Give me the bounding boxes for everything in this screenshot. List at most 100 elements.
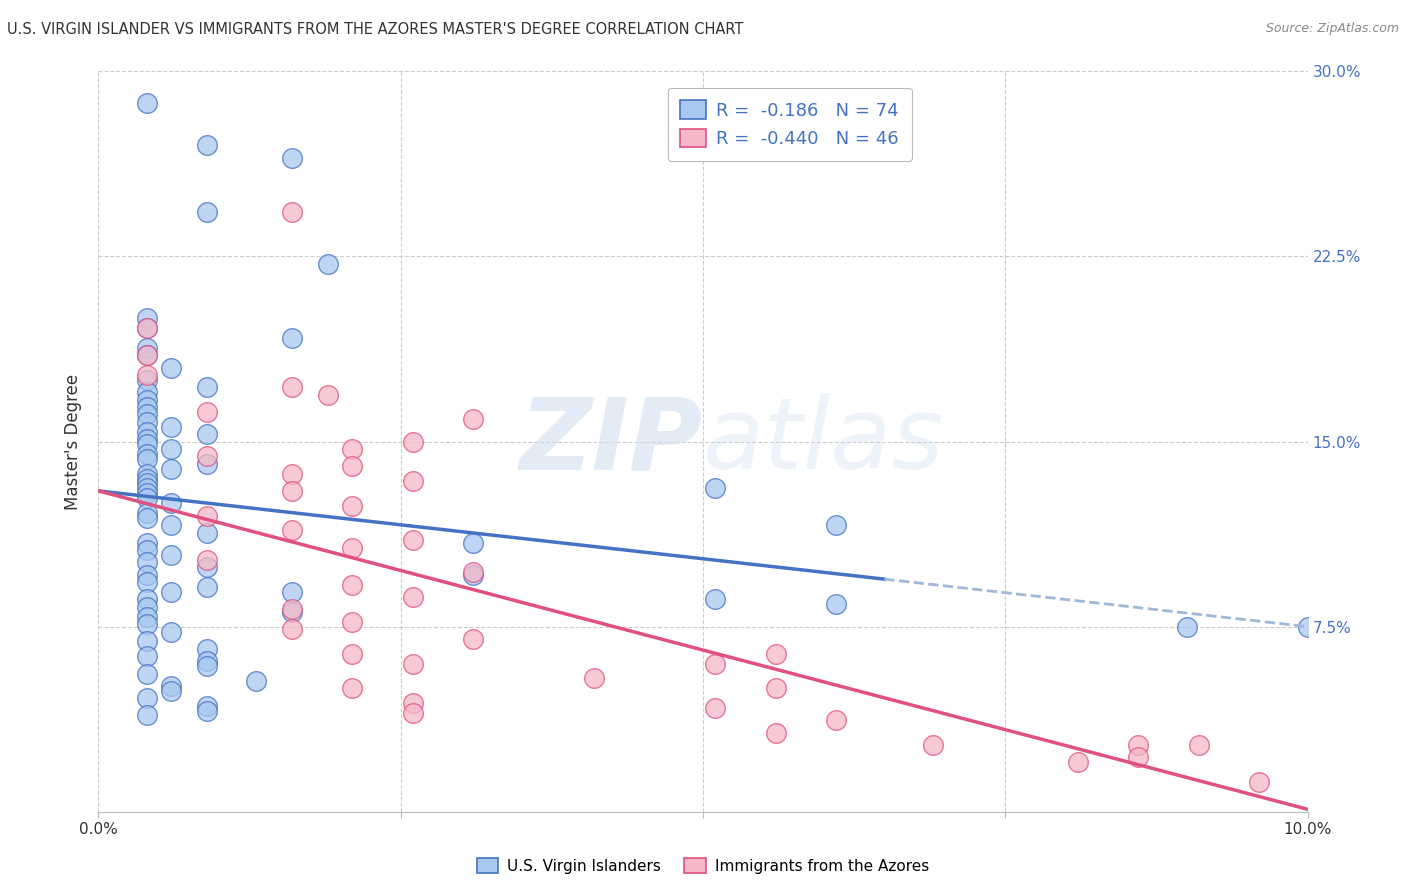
Point <box>1249 775 1271 789</box>
Point <box>281 524 304 538</box>
Point <box>281 331 304 345</box>
Point <box>1128 750 1150 764</box>
Point <box>135 415 157 429</box>
Point <box>765 681 787 696</box>
Point <box>135 575 157 590</box>
Point <box>704 592 727 607</box>
Point <box>195 427 218 442</box>
Text: atlas: atlas <box>703 393 945 490</box>
Point <box>342 442 364 456</box>
Point <box>160 624 183 639</box>
Legend: U.S. Virgin Islanders, Immigrants from the Azores: U.S. Virgin Islanders, Immigrants from t… <box>471 852 935 880</box>
Point <box>704 482 727 496</box>
Point <box>160 548 183 562</box>
Point <box>135 400 157 414</box>
Point <box>135 321 157 335</box>
Point <box>583 672 606 686</box>
Point <box>135 447 157 461</box>
Point <box>135 556 157 570</box>
Point <box>342 499 364 513</box>
Point <box>704 701 727 715</box>
Text: Source: ZipAtlas.com: Source: ZipAtlas.com <box>1265 22 1399 36</box>
Point <box>135 451 157 466</box>
Point <box>195 205 218 219</box>
Point <box>281 205 304 219</box>
Point <box>135 368 157 382</box>
Point <box>402 706 425 720</box>
Point <box>135 476 157 491</box>
Point <box>281 467 304 481</box>
Point <box>135 592 157 607</box>
Point <box>921 738 943 752</box>
Point <box>195 580 218 594</box>
Point <box>135 408 157 422</box>
Point <box>135 425 157 439</box>
Point <box>402 696 425 710</box>
Point <box>195 508 218 523</box>
Point <box>765 725 787 739</box>
Point <box>160 585 183 599</box>
Y-axis label: Master's Degree: Master's Degree <box>65 374 83 509</box>
Point <box>160 461 183 475</box>
Point <box>195 641 218 656</box>
Point <box>281 483 304 498</box>
Point <box>195 553 218 567</box>
Point <box>135 341 157 355</box>
Point <box>195 698 218 713</box>
Point <box>135 511 157 525</box>
Point <box>342 541 364 555</box>
Point <box>195 457 218 471</box>
Point <box>316 257 339 271</box>
Point <box>135 432 157 446</box>
Point <box>135 599 157 614</box>
Point <box>135 609 157 624</box>
Point <box>402 590 425 604</box>
Point <box>342 615 364 629</box>
Point <box>825 598 848 612</box>
Point <box>135 567 157 582</box>
Point <box>135 373 157 387</box>
Point <box>135 666 157 681</box>
Point <box>1175 619 1198 633</box>
Point <box>463 632 485 646</box>
Point <box>316 387 339 401</box>
Point <box>825 714 848 728</box>
Point <box>160 518 183 533</box>
Point <box>825 518 848 533</box>
Point <box>135 348 157 362</box>
Point <box>135 96 157 111</box>
Point <box>135 467 157 481</box>
Point <box>135 634 157 648</box>
Point <box>135 617 157 632</box>
Text: ZIP: ZIP <box>520 393 703 490</box>
Point <box>195 525 218 540</box>
Point <box>135 649 157 664</box>
Point <box>135 311 157 326</box>
Point <box>245 673 267 688</box>
Point <box>135 471 157 485</box>
Point <box>402 474 425 488</box>
Point <box>160 419 183 434</box>
Point <box>463 567 485 582</box>
Point <box>342 577 364 591</box>
Point <box>1296 619 1319 633</box>
Point <box>402 657 425 671</box>
Point <box>1188 738 1211 752</box>
Point <box>195 450 218 464</box>
Point <box>342 681 364 696</box>
Point <box>160 683 183 698</box>
Point <box>342 647 364 661</box>
Point <box>160 679 183 693</box>
Point <box>195 380 218 394</box>
Point <box>1067 756 1090 770</box>
Point <box>281 151 304 165</box>
Point <box>135 543 157 558</box>
Point <box>463 412 485 426</box>
Point <box>195 405 218 419</box>
Point <box>402 434 425 449</box>
Point <box>281 605 304 619</box>
Point <box>135 506 157 520</box>
Point <box>135 482 157 496</box>
Point <box>704 657 727 671</box>
Point <box>135 491 157 506</box>
